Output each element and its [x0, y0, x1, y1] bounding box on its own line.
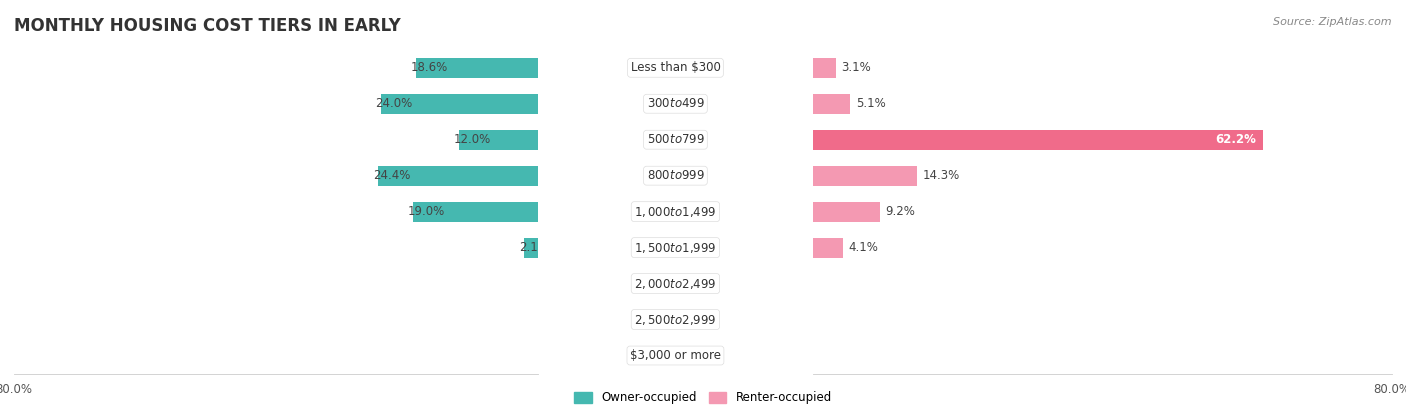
Bar: [537, 122, 1406, 158]
Text: $1,000 to $1,499: $1,000 to $1,499: [634, 205, 717, 219]
Bar: [537, 302, 1406, 337]
Text: 2.1%: 2.1%: [519, 241, 548, 254]
Bar: [524, 238, 537, 257]
Text: $300 to $499: $300 to $499: [647, 97, 704, 110]
Text: 14.3%: 14.3%: [922, 169, 960, 182]
Bar: [0, 337, 537, 374]
Text: 3.1%: 3.1%: [841, 61, 872, 74]
Bar: [416, 58, 537, 78]
Text: 62.2%: 62.2%: [1215, 133, 1256, 146]
Bar: [0, 194, 537, 229]
Bar: [537, 50, 1406, 86]
Legend: Owner-occupied, Renter-occupied: Owner-occupied, Renter-occupied: [569, 387, 837, 409]
Text: 5.1%: 5.1%: [856, 97, 886, 110]
Text: 18.6%: 18.6%: [411, 61, 449, 74]
Bar: [0, 337, 813, 374]
Text: 9.2%: 9.2%: [886, 205, 915, 218]
Bar: [0, 302, 537, 337]
Text: $500 to $799: $500 to $799: [647, 133, 704, 146]
Bar: [537, 229, 1406, 266]
Bar: [460, 130, 537, 149]
Text: 24.0%: 24.0%: [375, 97, 412, 110]
Bar: [537, 158, 1406, 194]
Bar: [0, 50, 537, 86]
Bar: [813, 166, 917, 186]
Bar: [813, 58, 835, 78]
Bar: [813, 94, 851, 114]
Text: $2,000 to $2,499: $2,000 to $2,499: [634, 276, 717, 290]
Bar: [0, 158, 537, 194]
Bar: [813, 202, 880, 222]
Bar: [537, 86, 1406, 122]
Bar: [0, 86, 537, 122]
Bar: [537, 337, 1406, 374]
Bar: [537, 194, 1406, 229]
Bar: [0, 266, 537, 302]
Bar: [413, 202, 537, 222]
Text: $800 to $999: $800 to $999: [647, 169, 704, 182]
Bar: [381, 94, 537, 114]
Text: 19.0%: 19.0%: [408, 205, 446, 218]
Bar: [0, 158, 813, 194]
Text: 4.1%: 4.1%: [849, 241, 879, 254]
Text: Source: ZipAtlas.com: Source: ZipAtlas.com: [1274, 17, 1392, 27]
Bar: [0, 122, 813, 158]
Bar: [537, 266, 1406, 302]
Bar: [0, 229, 813, 266]
Bar: [813, 238, 842, 257]
Text: 12.0%: 12.0%: [454, 133, 491, 146]
Bar: [0, 86, 813, 122]
Bar: [0, 302, 813, 337]
Bar: [0, 229, 537, 266]
Text: Less than $300: Less than $300: [630, 61, 720, 74]
Bar: [378, 166, 537, 186]
Bar: [0, 50, 813, 86]
Bar: [0, 194, 813, 229]
Bar: [0, 122, 537, 158]
Text: MONTHLY HOUSING COST TIERS IN EARLY: MONTHLY HOUSING COST TIERS IN EARLY: [14, 17, 401, 34]
Text: 24.4%: 24.4%: [373, 169, 411, 182]
Text: $3,000 or more: $3,000 or more: [630, 349, 721, 362]
Text: $1,500 to $1,999: $1,500 to $1,999: [634, 241, 717, 255]
Bar: [0, 266, 813, 302]
Text: $2,500 to $2,999: $2,500 to $2,999: [634, 312, 717, 327]
Bar: [813, 130, 1263, 149]
